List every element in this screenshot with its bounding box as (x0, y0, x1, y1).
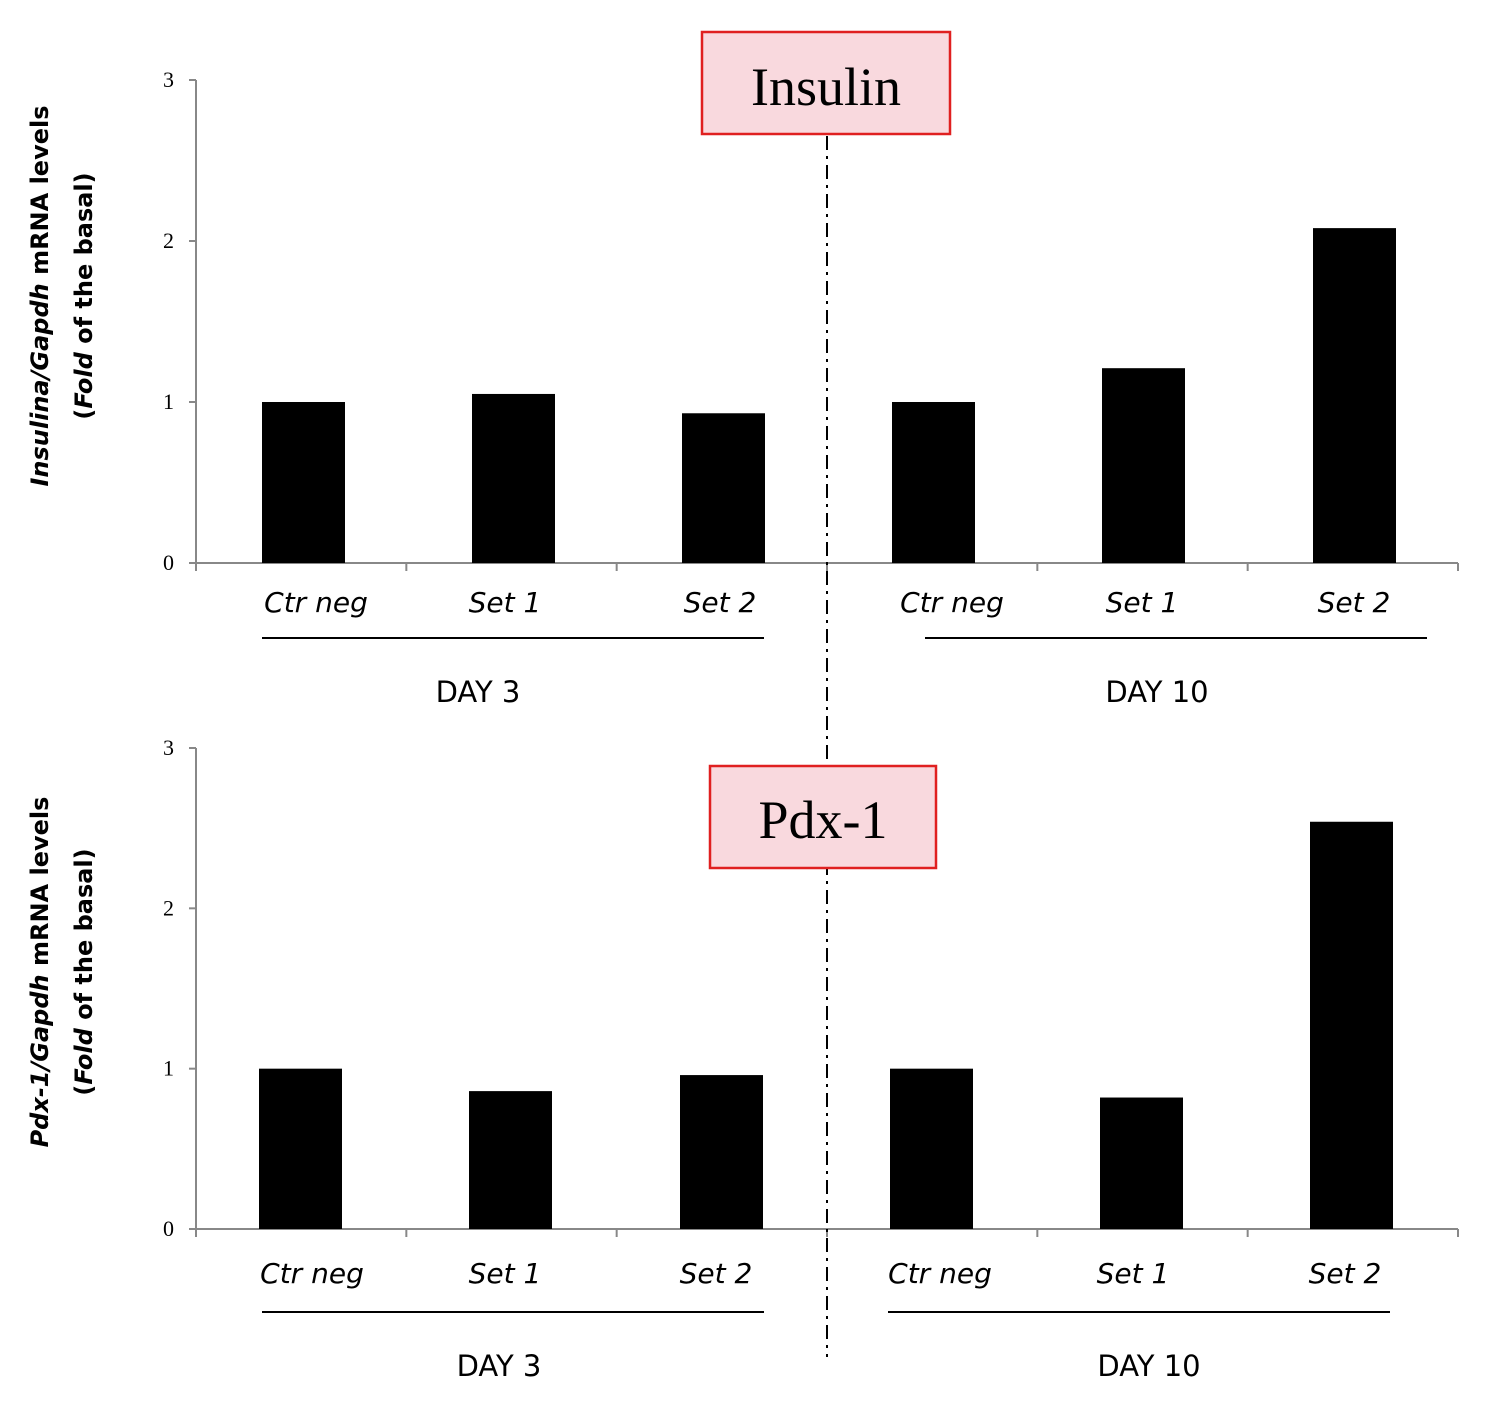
y-tick-label: 3 (163, 735, 174, 760)
category-label: Set 2 (1318, 586, 1391, 619)
y-tick-label: 0 (163, 1216, 174, 1241)
y-axis-label-line-1: Insulina/Gapdh mRNA levels (26, 105, 54, 486)
category-label: Set 1 (1097, 1257, 1170, 1290)
bar-3 (682, 413, 765, 563)
y-axis-label-line-2: (Fold of the basal) (70, 848, 98, 1095)
y-axis-label-line-1: Pdx-1/Gapdh mRNA levels (26, 797, 54, 1148)
group-label: DAY 3 (457, 1349, 542, 1383)
category-label: Ctr neg (264, 586, 368, 619)
category-label: Set 1 (469, 586, 542, 619)
chart-title: Insulin (751, 57, 901, 117)
y-axis-label-line-2: (Fold of the basal) (70, 172, 98, 419)
y-tick-label: 1 (163, 1056, 174, 1081)
category-label: Ctr neg (888, 1257, 992, 1290)
bar-1 (262, 402, 345, 563)
category-label: Set 1 (469, 1257, 542, 1290)
category-label: Set 2 (1309, 1257, 1382, 1290)
group-label: DAY 10 (1105, 675, 1208, 709)
chart-panel-1: 0 1 2 3 Ctr neg Set 1 Set 2 Ctr neg Set 1 Set 2 DA… (26, 67, 1459, 709)
title-box (700, 30, 952, 136)
chart-panel-2: 0 1 2 3 Ctr neg Set 1 Set 2 Ctr neg Set 1 Set 2 DA… (26, 735, 1459, 1383)
bar-2 (472, 393, 555, 563)
bar-3 (680, 1075, 763, 1229)
bar-4 (892, 402, 975, 563)
bar-1 (259, 1068, 342, 1229)
group-label: DAY 10 (1097, 1349, 1200, 1383)
bar-5 (1100, 1097, 1183, 1229)
category-label: Set 2 (684, 586, 757, 619)
category-label: Set 2 (680, 1257, 753, 1290)
bar-4 (890, 1068, 973, 1229)
y-tick-label: 1 (163, 389, 174, 414)
bar-6 (1310, 821, 1393, 1229)
y-tick-label: 2 (163, 895, 174, 920)
category-label: Set 1 (1106, 586, 1179, 619)
bar-5 (1102, 368, 1185, 563)
y-tick-label: 0 (163, 550, 174, 575)
category-label: Ctr neg (260, 1257, 364, 1290)
bar-2 (469, 1091, 552, 1229)
y-tick-label: 3 (163, 67, 174, 92)
category-label: Ctr neg (900, 586, 1004, 619)
group-label: DAY 3 (436, 675, 521, 709)
title-box (708, 764, 938, 870)
bar-6 (1313, 228, 1396, 563)
chart-title: Pdx-1 (758, 790, 887, 850)
y-tick-label: 2 (163, 228, 174, 253)
